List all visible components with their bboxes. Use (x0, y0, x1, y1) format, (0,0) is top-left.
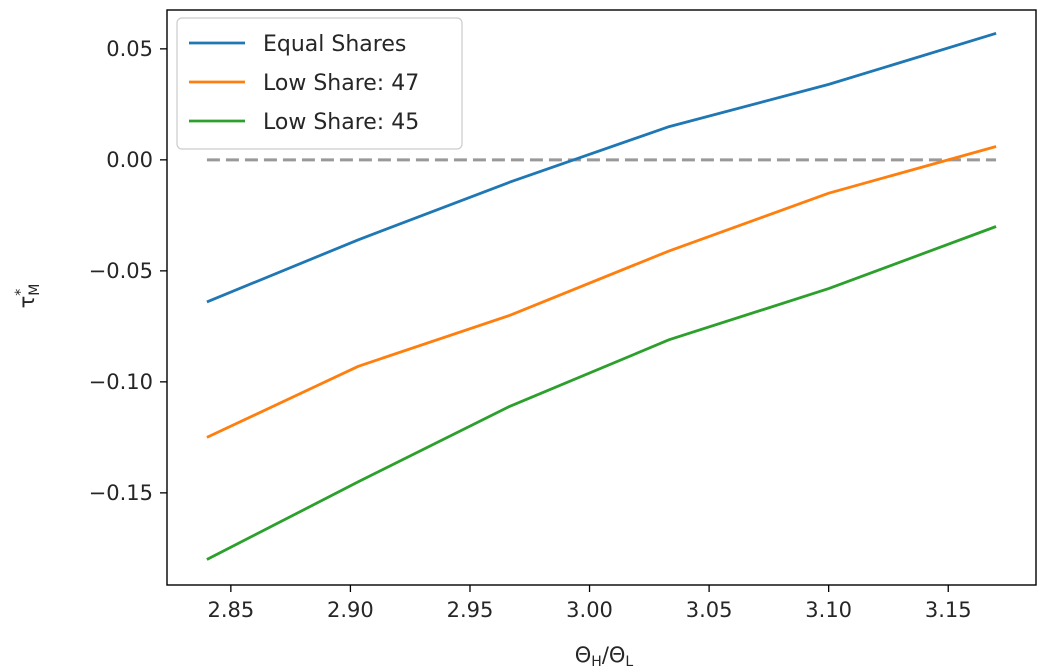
y-axis-ticks: 0.05 0.00 −0.05 −0.10 −0.15 (89, 37, 167, 505)
legend-label-equal-shares: Equal Shares (263, 32, 406, 57)
x-axis-ticks: 2.85 2.90 2.95 3.00 3.05 3.10 3.15 (207, 585, 972, 622)
x-tick-label: 3.00 (566, 598, 613, 622)
legend-label-low-share-47: Low Share: 47 (263, 71, 419, 96)
x-tick-label: 2.90 (327, 598, 374, 622)
legend-label-low-share-45: Low Share: 45 (263, 110, 419, 135)
x-axis-label: ΘH/ΘL (575, 643, 634, 670)
legend-box (176, 17, 463, 150)
x-tick-label: 3.05 (686, 598, 733, 622)
x-axis-label-main: ΘH/ΘL (575, 643, 634, 670)
y-tick-label: −0.10 (89, 370, 153, 394)
series-line-equal-shares (206, 31, 997, 304)
series-lines (206, 31, 997, 561)
x-tick-label: 2.85 (207, 598, 254, 622)
y-tick-label: 0.05 (106, 37, 153, 61)
x-tick-label: 2.95 (447, 598, 494, 622)
x-tick-label: 3.10 (805, 598, 852, 622)
x-tick-label: 3.15 (925, 598, 972, 622)
y-axis-label: τ*M (13, 284, 43, 309)
legend: Equal Shares Low Share: 47 Low Share: 45 (176, 17, 463, 150)
y-tick-label: −0.05 (89, 259, 153, 283)
y-tick-label: 0.00 (106, 148, 153, 172)
y-axis-label-main: τ*M (13, 284, 43, 309)
series-line-low-share-47 (206, 145, 997, 439)
plot-frame (166, 9, 1037, 586)
series-line-low-share-45 (206, 225, 997, 561)
y-tick-label: −0.15 (89, 481, 153, 505)
